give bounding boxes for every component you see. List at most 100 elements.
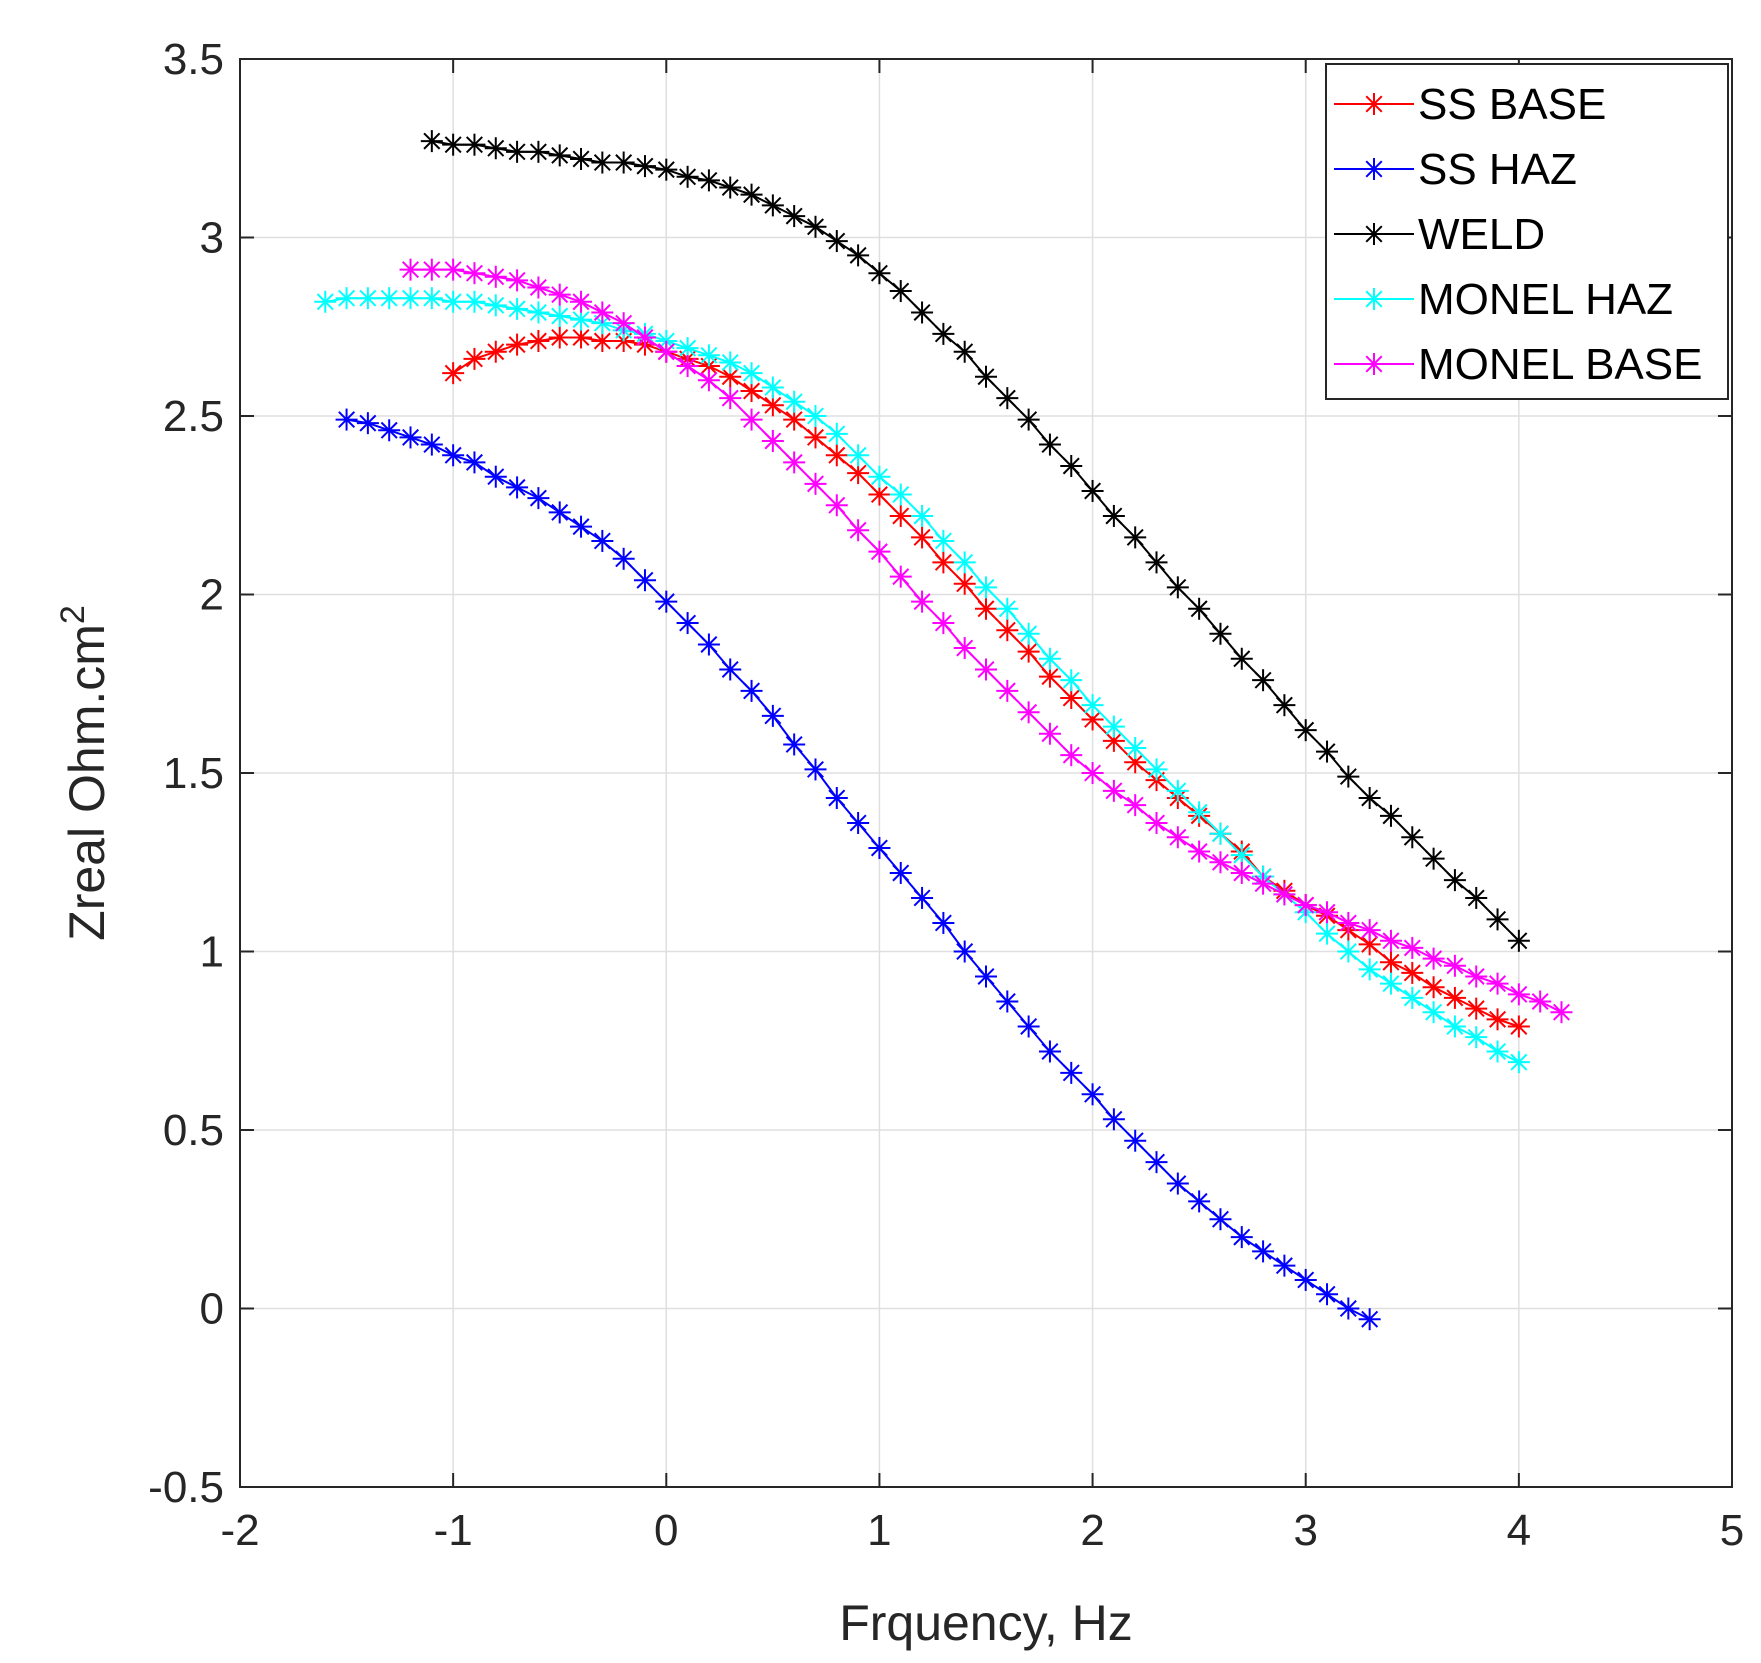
data-point-monel-base xyxy=(1379,929,1402,952)
data-point-weld xyxy=(1358,786,1381,809)
data-point-ss-haz xyxy=(420,433,443,456)
data-point-ss-base xyxy=(548,326,571,349)
data-point-monel-haz xyxy=(1038,647,1061,670)
legend-box xyxy=(1325,63,1729,400)
data-point-ss-haz xyxy=(570,515,593,538)
data-point-monel-haz xyxy=(570,308,593,331)
series-weld xyxy=(420,130,1530,952)
y-tick-label: 0 xyxy=(200,1285,224,1334)
data-point-monel-base xyxy=(1529,990,1552,1013)
data-point-ss-haz xyxy=(1060,1061,1083,1084)
legend-item-ss-base: SS BASE xyxy=(1334,80,1606,129)
x-tick-label: 5 xyxy=(1720,1506,1744,1555)
data-point-monel-base xyxy=(1102,779,1125,802)
data-point-monel-base xyxy=(1188,840,1211,863)
data-point-monel-haz xyxy=(548,305,571,328)
data-point-monel-haz xyxy=(1145,758,1168,781)
data-point-ss-haz xyxy=(975,965,997,988)
data-point-monel-haz xyxy=(1465,1026,1488,1049)
data-point-monel-base xyxy=(889,565,912,588)
data-point-weld xyxy=(1507,929,1530,952)
legend-swatch-marker xyxy=(1363,288,1385,310)
data-point-monel-haz xyxy=(1379,972,1402,995)
data-point-weld xyxy=(570,147,593,170)
data-point-monel-haz xyxy=(420,287,443,310)
data-point-ss-haz xyxy=(783,733,806,756)
data-point-ss-haz xyxy=(1017,1015,1040,1038)
data-point-ss-haz xyxy=(676,612,699,635)
data-point-weld xyxy=(1081,479,1104,502)
data-point-weld xyxy=(442,133,465,156)
data-point-weld xyxy=(996,387,1019,410)
data-point-weld xyxy=(1145,551,1168,574)
data-point-monel-base xyxy=(847,519,870,542)
data-point-monel-base xyxy=(1358,919,1381,942)
data-point-monel-base xyxy=(1294,894,1317,917)
x-tick-label: 0 xyxy=(654,1506,678,1555)
data-point-ss-haz xyxy=(612,547,635,570)
data-point-monel-haz xyxy=(1337,940,1360,963)
data-point-weld xyxy=(1443,869,1466,892)
data-point-ss-haz xyxy=(1124,1129,1147,1152)
data-point-monel-haz xyxy=(1188,801,1211,824)
data-point-monel-base xyxy=(463,262,486,285)
data-point-ss-haz xyxy=(633,569,656,592)
data-point-weld xyxy=(911,301,934,324)
data-point-weld xyxy=(1252,669,1275,692)
data-point-ss-base xyxy=(911,526,934,549)
legend-label: SS HAZ xyxy=(1418,145,1577,194)
data-point-monel-haz xyxy=(442,290,465,313)
data-point-monel-base xyxy=(932,612,955,635)
data-point-monel-haz xyxy=(506,297,529,320)
y-tick-label: 3.5 xyxy=(163,35,224,84)
data-point-ss-haz xyxy=(847,811,870,834)
data-point-monel-haz xyxy=(463,290,486,313)
data-point-ss-base xyxy=(1486,1008,1509,1031)
x-tick-label: 1 xyxy=(867,1506,891,1555)
data-point-monel-haz xyxy=(932,529,955,552)
data-point-monel-base xyxy=(655,340,678,363)
data-point-weld xyxy=(953,340,976,363)
data-point-ss-base xyxy=(1401,961,1424,984)
data-point-ss-base xyxy=(1060,687,1083,710)
x-tick-label: 4 xyxy=(1507,1506,1531,1555)
data-point-monel-haz xyxy=(399,287,422,310)
legend-label: MONEL HAZ xyxy=(1418,275,1673,324)
data-point-monel-haz xyxy=(1166,779,1189,802)
data-point-monel-haz xyxy=(761,376,784,399)
data-point-monel-base xyxy=(825,494,848,517)
data-point-ss-base xyxy=(804,426,827,449)
data-point-monel-haz xyxy=(1507,1051,1530,1074)
data-point-ss-base xyxy=(1017,640,1040,663)
data-point-ss-haz xyxy=(548,501,571,524)
data-point-weld xyxy=(1017,408,1040,431)
data-point-weld xyxy=(932,322,955,345)
data-point-ss-haz xyxy=(484,465,507,488)
data-point-weld xyxy=(868,262,891,285)
data-point-weld xyxy=(975,365,997,388)
data-point-weld xyxy=(484,137,507,160)
legend-swatch-marker xyxy=(1363,223,1385,245)
data-point-ss-base xyxy=(442,362,465,385)
data-point-monel-haz xyxy=(1060,669,1083,692)
y-tick-label: -0.5 xyxy=(148,1463,224,1512)
data-point-monel-base xyxy=(719,387,742,410)
data-point-ss-haz xyxy=(1358,1308,1381,1331)
data-point-monel-base xyxy=(442,258,465,281)
data-point-monel-base xyxy=(975,658,997,681)
data-point-monel-haz xyxy=(996,597,1019,620)
data-point-monel-haz xyxy=(697,344,720,367)
y-axis-title: Zreal Ohm.cm2 xyxy=(54,605,115,941)
data-point-monel-haz xyxy=(1443,1015,1466,1038)
data-point-monel-base xyxy=(399,258,422,281)
data-point-weld xyxy=(804,215,827,238)
data-point-weld xyxy=(506,140,529,163)
data-point-monel-base xyxy=(591,301,614,324)
data-point-weld xyxy=(463,133,486,156)
data-point-ss-haz xyxy=(527,487,550,510)
data-point-monel-base xyxy=(1507,983,1530,1006)
y-axis-title-main: Zreal Ohm.cm xyxy=(59,624,115,941)
data-point-monel-haz xyxy=(1102,715,1125,738)
data-point-monel-haz xyxy=(1486,1040,1509,1063)
data-point-weld xyxy=(1038,433,1061,456)
